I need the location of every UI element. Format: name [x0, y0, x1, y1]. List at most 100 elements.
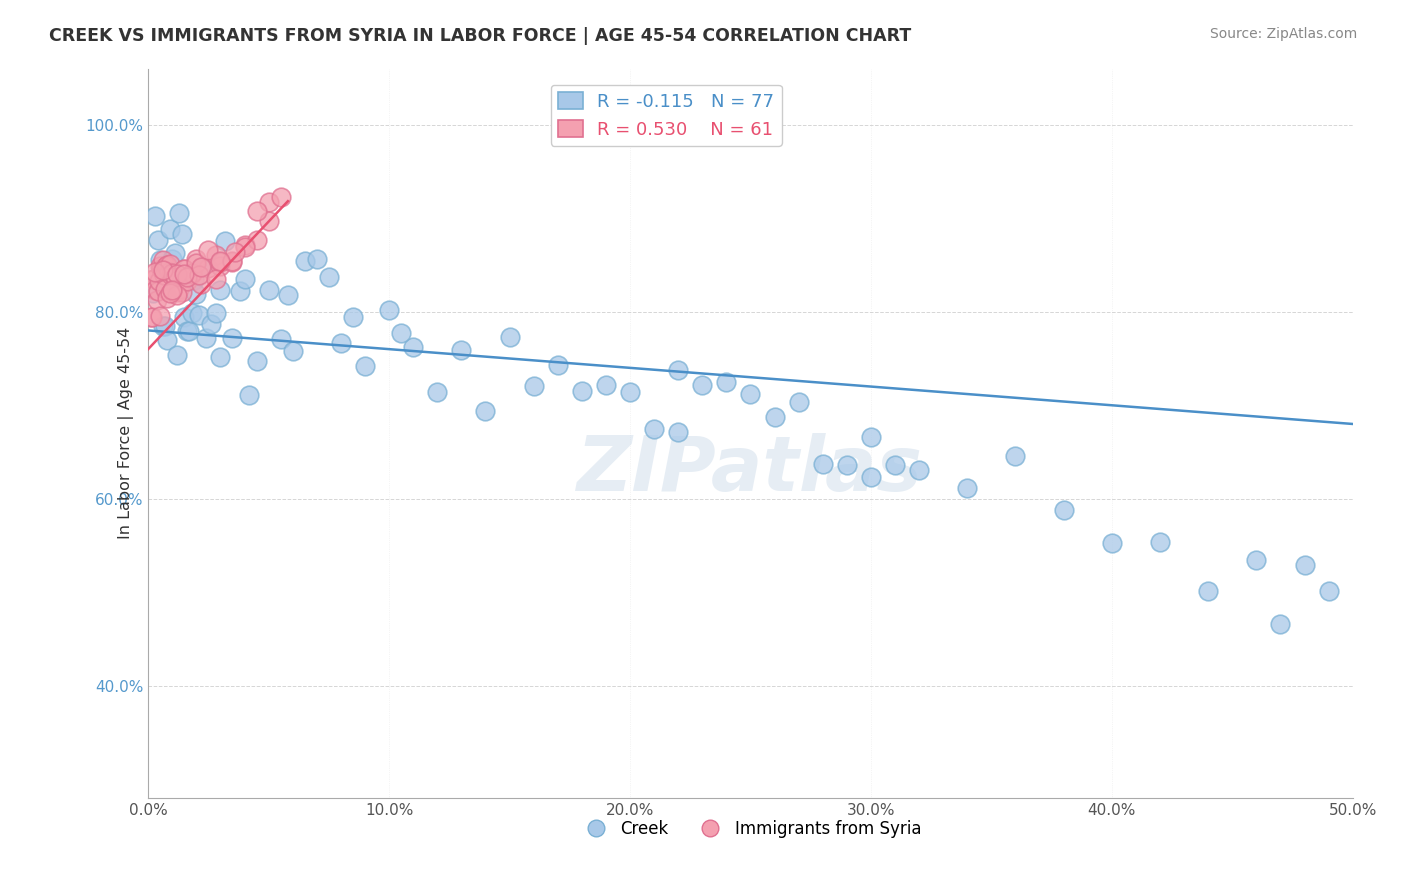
Point: [162, 283, 184, 297]
Point: [221, 331, 243, 345]
Point: [155, 260, 177, 274]
Point: [204, 248, 226, 262]
Point: [716, 375, 738, 389]
Point: [221, 253, 243, 268]
Point: [145, 283, 167, 297]
Point: [233, 240, 256, 254]
Point: [156, 291, 179, 305]
Point: [270, 190, 292, 204]
Point: [547, 358, 569, 372]
Point: [166, 348, 188, 362]
Point: [162, 252, 184, 267]
Point: [157, 265, 180, 279]
Point: [474, 403, 496, 417]
Point: [176, 270, 198, 285]
Point: [1149, 535, 1171, 549]
Point: [1053, 502, 1076, 516]
Point: [1294, 558, 1316, 573]
Point: [209, 255, 232, 269]
Point: [859, 469, 882, 483]
Point: [142, 272, 165, 286]
Point: [169, 206, 191, 220]
Point: [305, 252, 328, 267]
Point: [187, 268, 209, 283]
Point: [166, 267, 188, 281]
Point: [318, 270, 340, 285]
Point: [1004, 449, 1026, 463]
Point: [245, 233, 267, 247]
Point: [1317, 583, 1340, 598]
Point: [233, 272, 256, 286]
Point: [180, 267, 202, 281]
Point: [450, 343, 472, 357]
Point: [690, 377, 713, 392]
Point: [204, 306, 226, 320]
Point: [811, 457, 834, 471]
Text: ZIPatlas: ZIPatlas: [578, 433, 924, 507]
Point: [1197, 584, 1219, 599]
Point: [209, 350, 232, 364]
Point: [956, 481, 979, 495]
Point: [173, 262, 195, 277]
Point: [173, 267, 195, 281]
Point: [200, 317, 222, 331]
Point: [245, 204, 267, 219]
Point: [179, 324, 201, 338]
Y-axis label: In Labor Force | Age 45-54: In Labor Force | Age 45-54: [118, 327, 134, 540]
Point: [163, 270, 186, 285]
Point: [498, 330, 520, 344]
Point: [160, 268, 183, 282]
Point: [186, 286, 208, 301]
Point: [170, 227, 193, 241]
Point: [152, 318, 174, 333]
Point: [1246, 553, 1268, 567]
Point: [148, 274, 170, 288]
Point: [281, 344, 304, 359]
Point: [1101, 536, 1123, 550]
Point: [156, 334, 179, 348]
Text: CREEK VS IMMIGRANTS FROM SYRIA IN LABOR FORCE | AGE 45-54 CORRELATION CHART: CREEK VS IMMIGRANTS FROM SYRIA IN LABOR …: [49, 27, 911, 45]
Point: [143, 272, 166, 286]
Point: [153, 268, 176, 283]
Point: [257, 283, 280, 297]
Point: [162, 284, 184, 298]
Point: [162, 267, 184, 281]
Point: [329, 336, 352, 351]
Point: [156, 258, 179, 272]
Point: [152, 252, 174, 267]
Point: [214, 234, 236, 248]
Point: [169, 282, 191, 296]
Point: [277, 288, 299, 302]
Point: [884, 458, 907, 472]
Point: [145, 265, 167, 279]
Point: [145, 209, 167, 223]
Point: [224, 245, 246, 260]
Point: [145, 293, 167, 307]
Point: [141, 310, 163, 324]
Point: [153, 281, 176, 295]
Point: [173, 310, 195, 325]
Point: [294, 254, 316, 268]
Point: [197, 261, 219, 276]
Point: [233, 237, 256, 252]
Point: [180, 266, 202, 280]
Point: [186, 252, 208, 266]
Point: [740, 387, 762, 401]
Point: [190, 260, 212, 274]
Point: [245, 354, 267, 368]
Point: [270, 332, 292, 346]
Point: [139, 310, 162, 324]
Point: [186, 256, 208, 270]
Point: [595, 378, 617, 392]
Point: [190, 260, 212, 274]
Point: [149, 259, 172, 273]
Point: [149, 309, 172, 323]
Point: [402, 339, 425, 353]
Point: [146, 233, 169, 247]
Point: [159, 257, 181, 271]
Point: [763, 409, 786, 424]
Point: [180, 306, 202, 320]
Point: [173, 262, 195, 277]
Point: [342, 310, 364, 324]
Point: [666, 425, 689, 439]
